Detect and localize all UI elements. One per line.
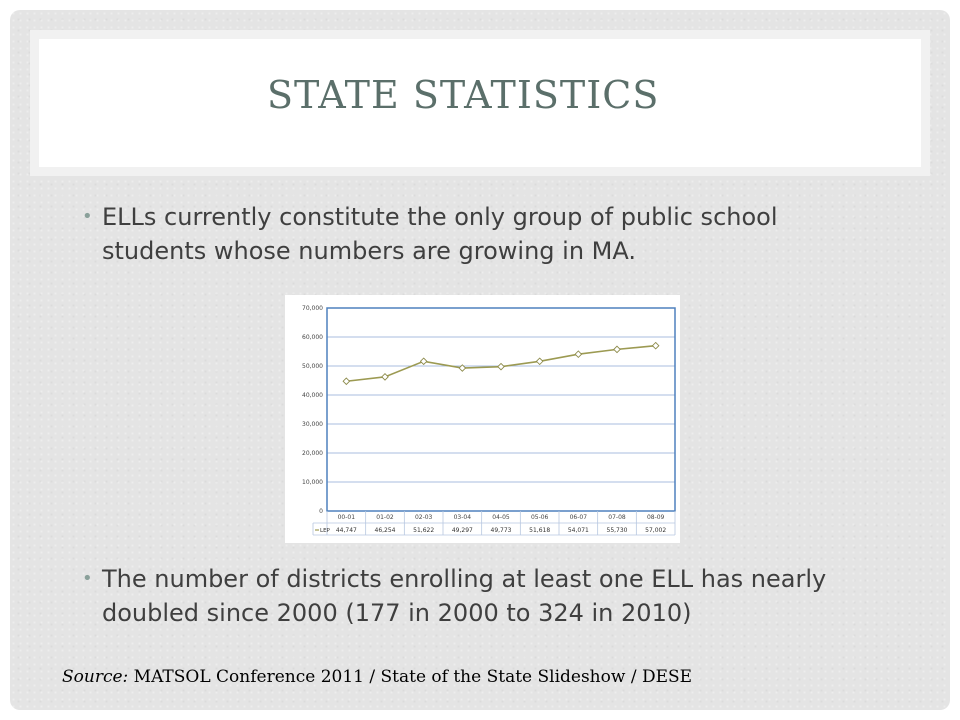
plot-border: [326, 307, 676, 512]
data-point-marker: [613, 345, 621, 354]
bullet-dot: •: [82, 568, 93, 589]
y-tick-label: 20,000: [302, 450, 323, 457]
bullet-dot: •: [82, 206, 93, 227]
data-point-marker: [651, 341, 660, 350]
data-point-marker: [535, 357, 544, 366]
data-point-marker: [342, 377, 351, 386]
chart-svg: 0 10,000 20,000 30,000 40,000 50,000 60,000 70,…: [285, 295, 680, 543]
x-tick-label: 02-03: [415, 514, 433, 521]
source-citation: Source: MATSOL Conference 2011 / State o…: [62, 667, 692, 687]
data-point-marker: [381, 373, 389, 381]
source-label: Source:: [62, 667, 129, 687]
table-value: 54,071: [568, 527, 589, 534]
table-value: 51,618: [529, 527, 550, 534]
y-tick-label: 10,000: [302, 479, 323, 486]
table-value: 46,254: [375, 527, 396, 534]
y-tick-label: 40,000: [302, 392, 323, 399]
x-tick-label: 06-07: [570, 514, 588, 521]
y-tick-label: 50,000: [302, 363, 323, 370]
slide: STATE STATISTICS • ELLs currently consti…: [10, 10, 950, 710]
bullet-text-2: The number of districts enrolling at lea…: [102, 565, 827, 627]
bullet-2: • The number of districts enrolling at l…: [82, 562, 882, 630]
legend-series-name: LEP: [320, 528, 331, 534]
x-tick-label: 08-09: [647, 514, 665, 521]
data-point-marker: [497, 362, 505, 371]
enrollment-chart: 0 10,000 20,000 30,000 40,000 50,000 60,000 70,…: [285, 295, 680, 543]
x-tick-label: 01-02: [376, 514, 394, 521]
chart-background: [285, 295, 680, 543]
title-panel: STATE STATISTICS: [39, 39, 921, 167]
y-tick-label: 0: [319, 508, 323, 515]
data-point-marker: [419, 357, 428, 366]
table-value: 49,773: [491, 527, 512, 534]
data-point-marker: [458, 364, 467, 372]
data-point-marker: [574, 350, 583, 359]
source-text: MATSOL Conference 2011 / State of the St…: [133, 667, 693, 687]
x-tick-label: 00-01: [338, 514, 356, 521]
x-tick-label: 05-06: [531, 514, 549, 521]
bullet-text-1: ELLs currently constitute the only group…: [102, 203, 778, 265]
table-value: 57,002: [645, 527, 666, 534]
bullet-1: • ELLs currently constitute the only gro…: [82, 200, 882, 268]
table-value: 49,297: [452, 527, 473, 534]
slide-title: STATE STATISTICS: [267, 73, 660, 117]
x-tick-label: 07-08: [608, 514, 626, 521]
y-tick-label: 60,000: [302, 334, 323, 341]
x-tick-label: 03-04: [454, 514, 472, 521]
y-tick-label: 70,000: [302, 305, 323, 312]
title-box: STATE STATISTICS: [30, 30, 930, 176]
table-value: 51,622: [413, 527, 434, 534]
table-value: 44,747: [336, 527, 357, 534]
x-tick-label: 04-05: [492, 514, 510, 521]
y-tick-label: 30,000: [302, 421, 323, 428]
table-value: 55,730: [607, 527, 628, 534]
